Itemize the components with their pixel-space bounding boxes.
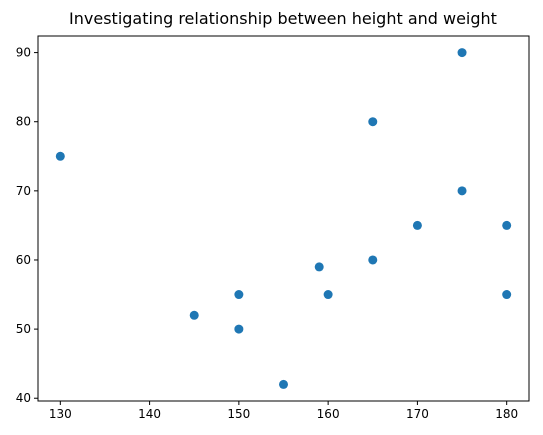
scatter-point xyxy=(368,255,378,265)
plot-frame xyxy=(37,35,530,402)
scatter-point xyxy=(457,48,467,58)
scatter-point xyxy=(55,151,65,161)
x-tick-label: 150 xyxy=(227,407,250,421)
scatter-point xyxy=(234,324,244,334)
data-points xyxy=(55,48,512,389)
x-tick-label: 140 xyxy=(138,407,161,421)
scatter-point xyxy=(412,220,422,230)
y-tick-label: 80 xyxy=(16,115,31,129)
axis-ticks: 130 140 150 160 170 180 40 50 60 70 80 90 xyxy=(16,46,518,421)
x-tick-label: 160 xyxy=(317,407,340,421)
scatter-point xyxy=(279,379,288,389)
x-tick-label: 130 xyxy=(49,407,72,421)
y-tick-label: 70 xyxy=(16,184,31,198)
scatter-point xyxy=(189,310,199,320)
chart-title: Investigating relationship between heigh… xyxy=(69,9,497,28)
y-tick-label: 50 xyxy=(16,322,31,336)
x-tick-label: 170 xyxy=(406,407,429,421)
scatter-point xyxy=(323,290,333,300)
scatter-point xyxy=(502,220,512,230)
y-tick-label: 40 xyxy=(16,391,31,405)
scatter-point xyxy=(502,290,512,300)
scatter-point xyxy=(457,186,467,196)
y-tick-label: 90 xyxy=(16,46,31,60)
scatter-point xyxy=(314,262,324,272)
scatter-point xyxy=(368,117,378,127)
x-tick-label: 180 xyxy=(495,407,518,421)
scatter-point xyxy=(234,290,244,300)
y-tick-label: 60 xyxy=(16,253,31,267)
